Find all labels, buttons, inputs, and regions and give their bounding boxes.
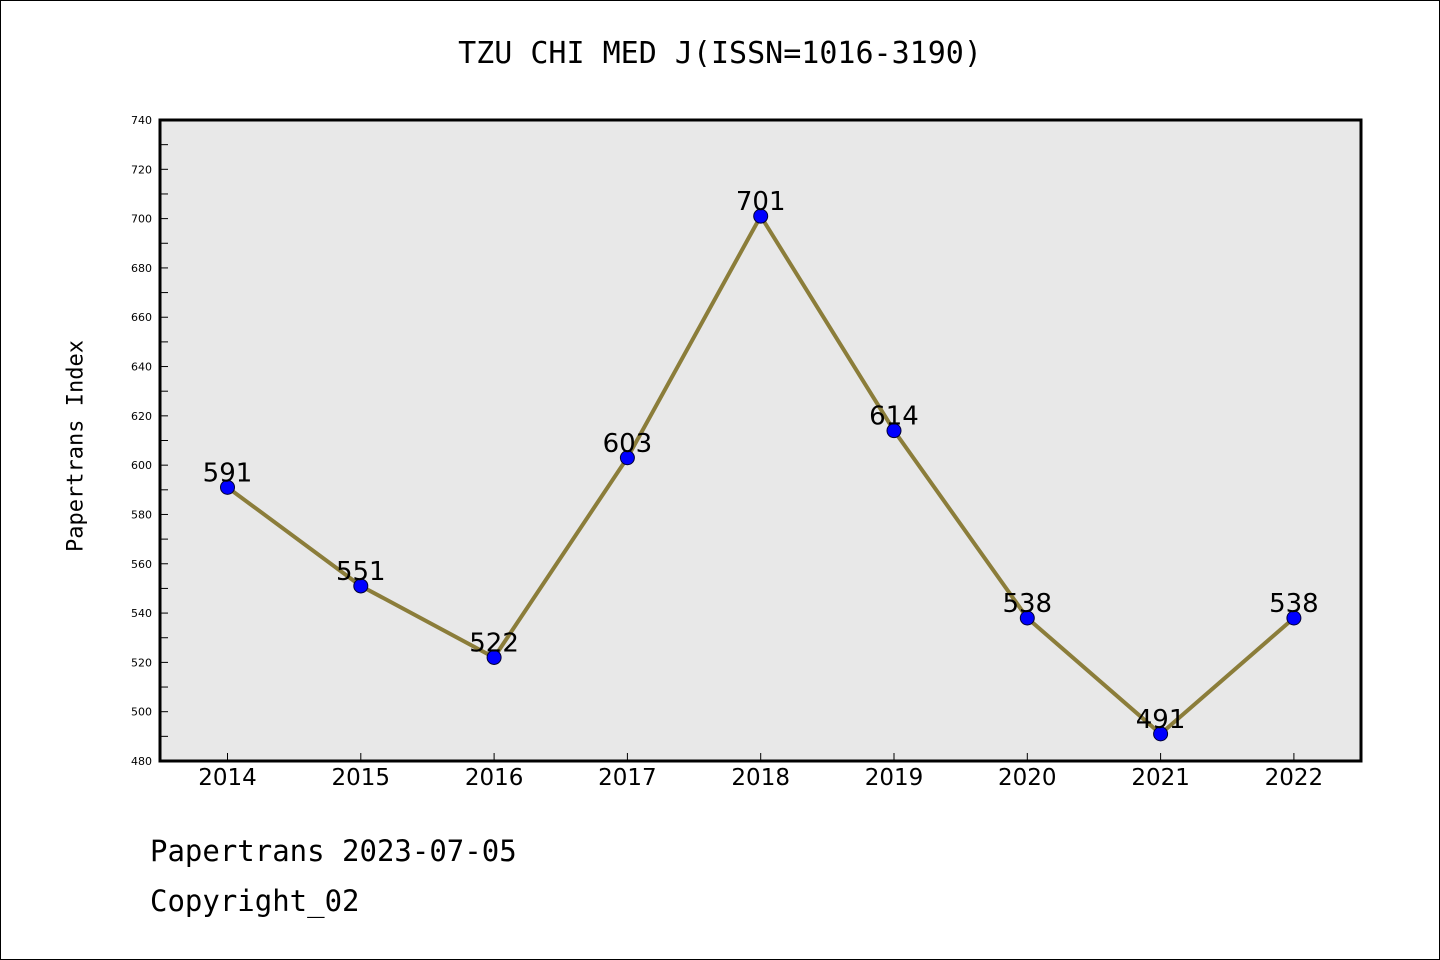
x-tick-label: 2016 [465, 765, 524, 791]
footer-date: Papertrans 2023-07-05 [150, 834, 517, 868]
y-tick-label: 740 [131, 114, 152, 127]
data-label: 522 [469, 628, 519, 658]
data-point [753, 208, 769, 224]
data-point [619, 450, 635, 466]
y-tick-label: 620 [131, 410, 152, 423]
x-tick-label: 2014 [198, 765, 257, 791]
y-tick-label: 480 [131, 755, 152, 768]
y-tick-label: 500 [131, 706, 152, 719]
y-tick-label: 680 [131, 262, 152, 275]
y-tick-label: 560 [131, 558, 152, 571]
x-tick-label: 2021 [1131, 765, 1190, 791]
plot-border [158, 118, 1363, 763]
x-tick-label: 2015 [332, 765, 391, 791]
data-point [1019, 610, 1035, 626]
y-tick-label: 640 [131, 361, 152, 374]
data-point [886, 423, 902, 439]
x-tick-label: 2017 [598, 765, 657, 791]
data-label: 603 [603, 429, 653, 459]
x-tick-label: 2022 [1265, 765, 1324, 791]
data-label: 538 [1002, 589, 1052, 619]
footer-copyright: Copyright_02 [150, 884, 360, 918]
x-tick-label: 2018 [731, 765, 790, 791]
x-tick-label: 2019 [865, 765, 924, 791]
data-point [220, 479, 235, 495]
data-label: 538 [1269, 589, 1319, 619]
y-tick-label: 580 [131, 508, 152, 521]
data-point [1286, 610, 1302, 626]
y-tick-label: 700 [131, 213, 152, 226]
data-label: 614 [869, 402, 919, 432]
data-point [1153, 726, 1169, 742]
data-label: 551 [336, 557, 386, 587]
data-point [353, 578, 369, 594]
y-tick-label: 540 [131, 607, 152, 620]
data-label: 701 [736, 187, 786, 217]
data-label: 491 [1136, 705, 1186, 735]
data-point [486, 649, 502, 665]
y-tick-label: 660 [131, 311, 152, 324]
y-tick-label: 600 [131, 459, 152, 472]
chart-title: TZU CHI MED J(ISSN=1016-3190) [458, 36, 982, 71]
y-tick-label: 520 [131, 656, 152, 669]
plot-area [160, 120, 1361, 761]
data-label: 591 [203, 458, 253, 488]
y-tick-label: 720 [131, 163, 152, 176]
x-tick-label: 2020 [998, 765, 1057, 791]
